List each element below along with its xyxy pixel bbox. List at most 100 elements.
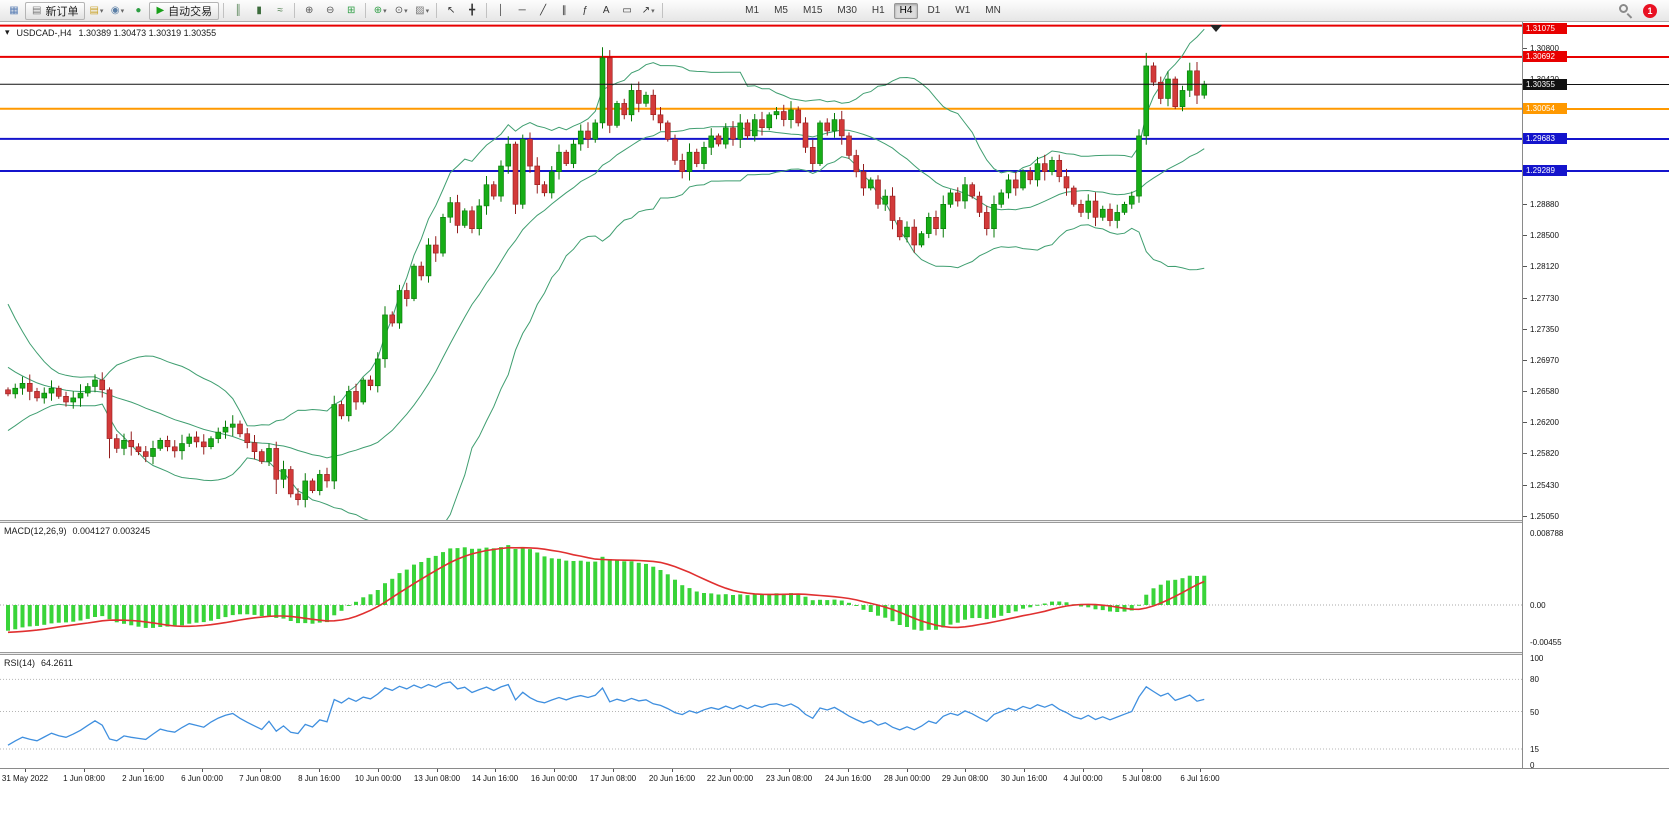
profiles-icon: ◉ [110, 4, 120, 16]
time-axis-label: 8 Jun 16:00 [298, 774, 340, 783]
price-tick-label: 1.25820 [1530, 449, 1559, 459]
profiles-button[interactable]: ◉ ▾ [107, 2, 127, 20]
trendline-icon: ╱ [540, 4, 547, 16]
trendline-button[interactable]: ╱ [533, 2, 553, 20]
time-axis[interactable]: 31 May 2022 1 Jun 08:00 2 Jun 16:00 6 Jun 0… [0, 768, 1669, 826]
autotrading-button[interactable]: ▶ 自动交易 [149, 1, 220, 20]
dropdown-caret-icon: ▾ [425, 7, 430, 15]
price-scale[interactable]: 1.308001.304201.288801.285001.281201.277… [1522, 22, 1669, 768]
horizontal-line-icon: ─ [518, 4, 526, 16]
toolbar-separator [294, 3, 296, 18]
new-order-button[interactable]: ▤ 新订单 [25, 1, 86, 20]
search-icon-part [1619, 4, 1628, 13]
timeframe-d1-button[interactable]: D1 [927, 5, 941, 16]
time-tick-mark [319, 769, 320, 772]
arrow-tools-icon: ↗ [641, 4, 651, 16]
time-axis-label: 4 Jul 00:00 [1063, 774, 1103, 783]
timeframe-mn-button[interactable]: MN [985, 5, 1001, 16]
period-selector-icon: ⊙ [394, 4, 404, 16]
timeframe-m15-button[interactable]: M15 [802, 5, 823, 16]
cursor-button[interactable]: ↖ [441, 2, 461, 20]
macd-axis-label: 0.008788 [1530, 528, 1564, 538]
search-icon-part [1626, 13, 1633, 19]
crosshair-button[interactable]: ╋ [462, 2, 482, 20]
new-order-button-label: 新订单 [45, 5, 79, 18]
time-tick-mark [260, 769, 261, 772]
bollinger-upper-band [7, 28, 1205, 427]
price-tick-mark [1523, 235, 1527, 237]
time-axis-label: 23 Jun 08:00 [765, 774, 813, 783]
economic-calendar-button[interactable]: ● [128, 2, 148, 20]
timeframe-m30-button[interactable]: M30 [837, 5, 857, 16]
time-tick-mark [907, 769, 908, 772]
new-chart-icon: ▤ [89, 4, 99, 16]
candles [5, 47, 1208, 508]
dropdown-caret-icon: ▾ [651, 7, 655, 15]
new-chart-button[interactable]: ▤ ▾ [86, 2, 106, 20]
rsi-axis-label: 0 [1530, 761, 1535, 768]
time-tick-mark [1142, 769, 1143, 772]
line-chart-type-button[interactable]: ≈ [270, 2, 290, 20]
rsi-axis-label: 100 [1530, 654, 1544, 663]
template-icon: ▨ [415, 4, 425, 16]
price-level-badge: 1.29683 [1523, 133, 1567, 145]
chart-window-button[interactable]: ▦ [4, 2, 24, 20]
text-button[interactable]: A [596, 2, 616, 20]
price-tick-mark [1523, 453, 1527, 455]
price-level-extension [1523, 83, 1669, 85]
vertical-line-button[interactable]: │ [491, 2, 511, 20]
price-tick-mark [1523, 266, 1527, 268]
notification-badge[interactable]: 1 [1643, 3, 1657, 18]
price-tick-mark [1523, 48, 1527, 50]
text-label-button[interactable]: ▭ [617, 2, 637, 20]
time-tick-mark [378, 769, 379, 772]
search-icon[interactable] [1618, 3, 1633, 19]
time-axis-label: 10 Jun 00:00 [354, 774, 402, 783]
chart-ohlc-values: 1.30389 1.30473 1.30319 1.30355 [78, 27, 217, 38]
equidistant-channel-button[interactable]: ∥ [554, 2, 574, 20]
timeframe-w1-button[interactable]: W1 [955, 5, 971, 16]
fibonacci-icon: ƒ [582, 4, 588, 16]
time-tick-mark [84, 769, 85, 772]
bar-chart-type-button[interactable]: ║ [228, 2, 248, 20]
period-selector-button[interactable]: ⊙ ▾ [391, 2, 411, 20]
timeframe-m1-button[interactable]: M1 [745, 5, 760, 16]
zoom-out-button[interactable]: ⊖ [320, 2, 340, 20]
time-tick-mark [202, 769, 203, 772]
time-axis-label: 5 Jul 08:00 [1122, 774, 1162, 783]
add-indicator-button[interactable]: ⊕ ▾ [370, 2, 390, 20]
tile-windows-button[interactable]: ⊞ [341, 2, 361, 20]
candlestick-type-button[interactable]: ▮ [249, 2, 269, 20]
timeframe-h1-button[interactable]: H1 [871, 5, 885, 16]
time-tick-mark [789, 769, 790, 772]
price-tick-label: 1.27350 [1530, 324, 1559, 334]
template-button[interactable]: ▨ ▾ [412, 2, 432, 20]
zoom-in-button[interactable]: ⊕ [299, 2, 319, 20]
price-tick-label: 1.25050 [1530, 511, 1559, 521]
rsi-value: 64.2611 [41, 658, 73, 668]
timeframe-m5-button[interactable]: M5 [774, 5, 788, 16]
toolbar-separator [223, 3, 225, 18]
vertical-line-icon: │ [498, 4, 505, 16]
arrow-tools-button[interactable]: ↗ ▾ [638, 2, 658, 20]
pane-splitter-2[interactable] [0, 652, 1669, 655]
rsi-indicator-pane[interactable] [0, 655, 1522, 768]
add-indicator-icon: ⊕ [373, 4, 383, 16]
toolbar-right: 1 [1618, 3, 1665, 19]
macd-indicator-pane[interactable] [0, 523, 1522, 652]
timeframe-h4-button[interactable]: H4 [893, 2, 919, 19]
fibonacci-button[interactable]: ƒ [575, 2, 595, 20]
pane-splitter-1[interactable] [0, 520, 1669, 523]
main-price-chart[interactable] [0, 22, 1522, 520]
horizontal-line-button[interactable]: ─ [512, 2, 532, 20]
macd-axis-label: -0.00455 [1530, 638, 1562, 648]
price-tick-mark [1523, 297, 1527, 299]
dropdown-caret-icon: ▾ [383, 7, 387, 15]
zoom-out-icon: ⊖ [325, 4, 335, 16]
price-tick-label: 1.25430 [1530, 481, 1559, 490]
toolbar-separator [365, 3, 367, 18]
tile-windows-icon: ⊞ [346, 4, 356, 16]
rsi-axis-label: 50 [1530, 707, 1539, 717]
chart-expand-icon[interactable]: ▾ [5, 27, 10, 37]
